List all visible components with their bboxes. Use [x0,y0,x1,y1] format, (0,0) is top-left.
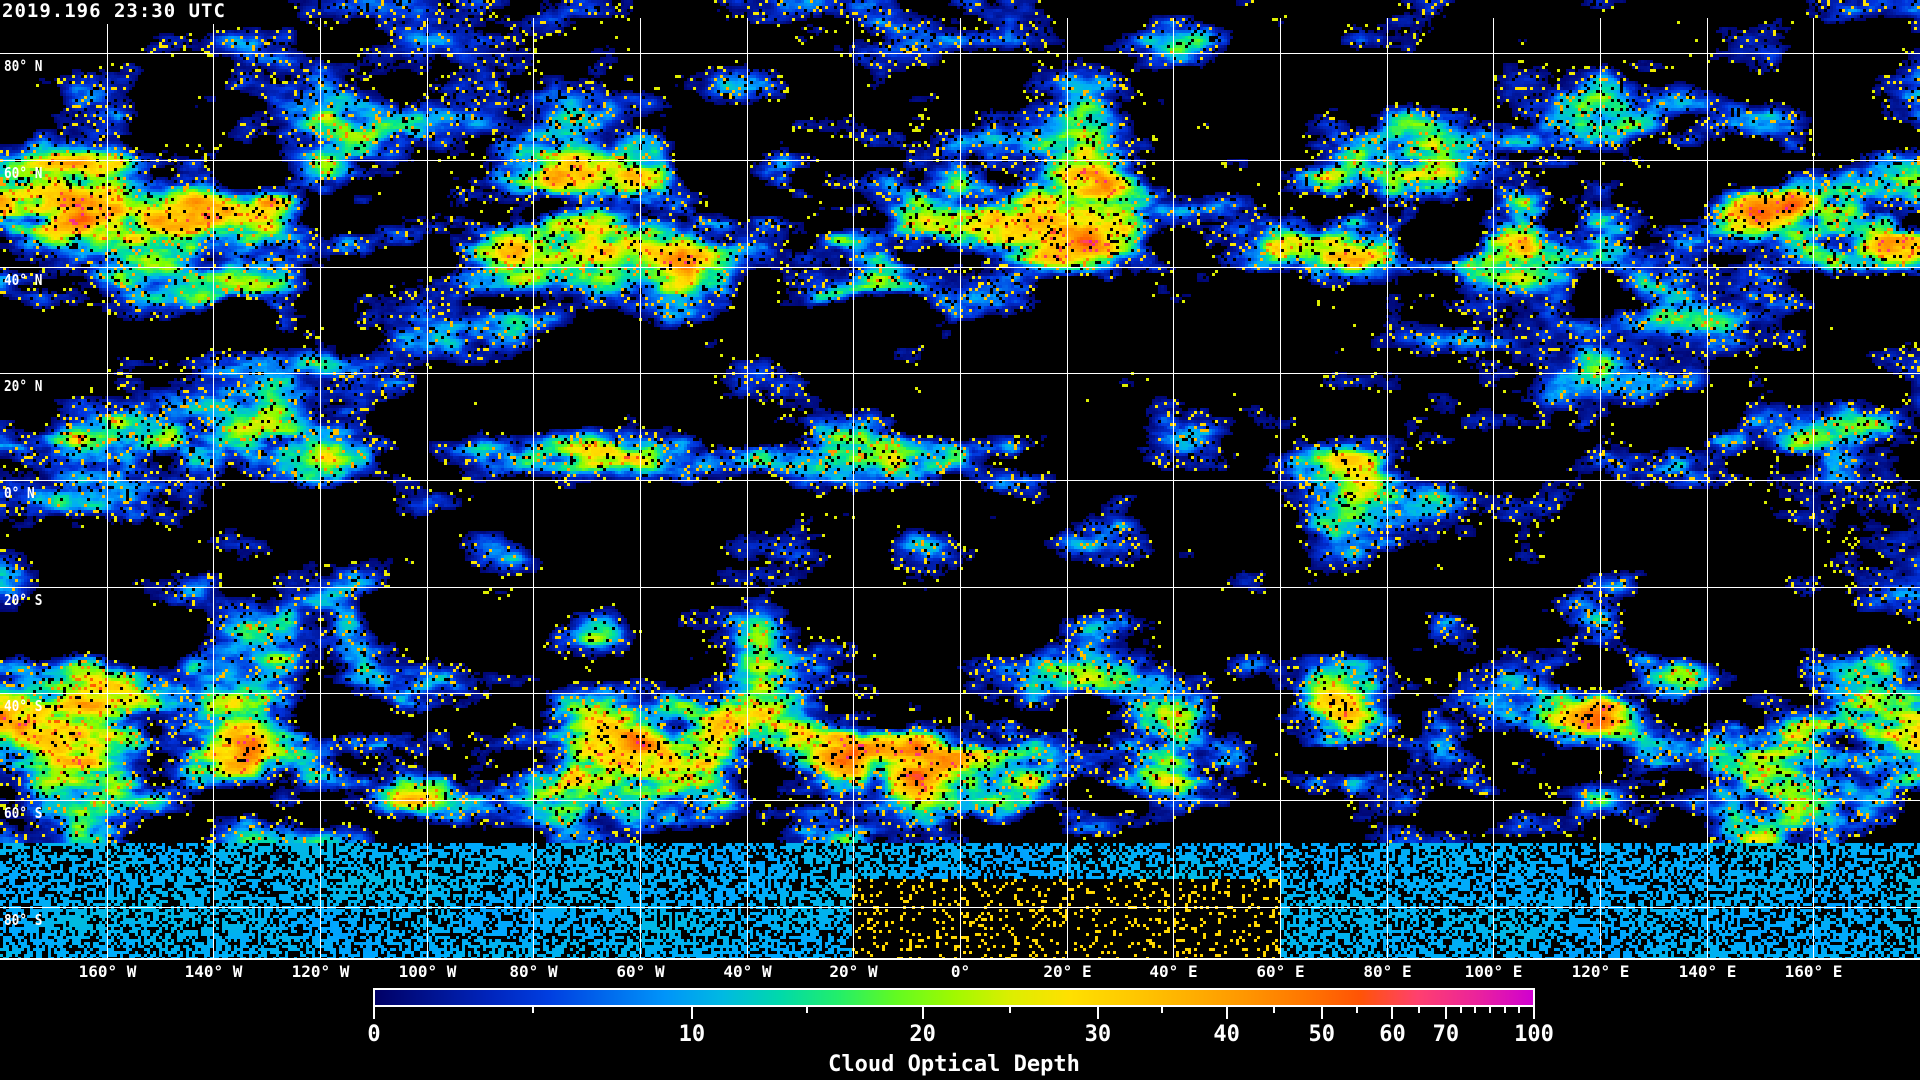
colorbar-minor-tick [1518,1007,1521,1013]
colorbar-major-tick [373,1007,375,1019]
colorbar-tick-label: 50 [1308,1022,1335,1047]
longitude-label: 120° E [1571,962,1630,981]
longitude-label: 100° E [1464,962,1523,981]
colorbar-minor-tick [1474,1007,1477,1013]
colorbar-tick-label: 70 [1432,1022,1460,1047]
colorbar-minor-tick [1503,1007,1506,1013]
colorbar-major-tick [1444,1007,1447,1019]
colorbar-major-tick [690,1007,693,1019]
latitude-label: 80° N [4,56,43,75]
colorbar-major-tick [1225,1007,1228,1019]
longitude-label: 0° [950,962,971,981]
colorbar-minor-tick [806,1007,809,1013]
colorbar-minor-tick [1273,1007,1276,1013]
latitude-label: 40° S [4,696,43,715]
longitude-label: 100° W [398,962,457,981]
colorbar-minor-tick [1161,1007,1164,1013]
colorbar-tick-label: 100 [1514,1022,1554,1047]
colorbar-minor-tick [1009,1007,1012,1013]
colorbar-minor-tick [1488,1007,1491,1013]
longitude-label: 40° W [723,962,772,981]
longitude-label: 40° E [1149,962,1198,981]
colorbar-tick-label: 40 [1213,1022,1240,1047]
longitude-label: 80° W [509,962,558,981]
latitude-label: 0° N [4,483,35,502]
latitude-label: 20° N [4,376,43,395]
latitude-label: 80° S [4,910,43,929]
colorbar [373,988,1535,1007]
longitude-label: 80° E [1363,962,1412,981]
colorbar-minor-tick [1356,1007,1359,1013]
latitude-label: 60° N [4,163,43,182]
colorbar-tick-label: 30 [1084,1022,1112,1047]
colorbar-title: Cloud Optical Depth [828,1052,1080,1077]
colorbar-minor-tick [1418,1007,1421,1013]
colorbar-major-tick [921,1007,924,1019]
colorbar-tick-label: 20 [909,1022,936,1047]
lat-lon-grid [0,18,1920,960]
colorbar-tick-label: 10 [678,1022,706,1047]
longitude-label: 20° E [1043,962,1092,981]
latitude-label: 20° S [4,590,43,609]
colorbar-major-tick [1320,1007,1323,1019]
colorbar-minor-tick [1459,1007,1462,1013]
cloud-optical-depth-map [0,0,1920,960]
longitude-label: 60° E [1256,962,1305,981]
colorbar-major-tick [1096,1007,1099,1019]
longitude-label: 20° W [829,962,878,981]
longitude-label: 60° W [616,962,665,981]
latitude-label: 60° S [4,803,43,822]
map-bottom-border [0,958,1920,960]
timestamp: 2019.196 23:30 UTC [0,0,232,24]
colorbar-minor-tick [531,1007,534,1013]
longitude-label: 120° W [291,962,350,981]
colorbar-major-tick [1391,1007,1394,1019]
colorbar-tick-label: 60 [1379,1022,1406,1047]
longitude-label: 140° W [184,962,243,981]
longitude-label: 160° E [1784,962,1843,981]
latitude-label: 40° N [4,270,43,289]
longitude-label: 160° W [78,962,137,981]
colorbar-tick-label: 0 [367,1022,381,1047]
colorbar-major-tick [1533,1007,1535,1019]
longitude-label: 140° E [1678,962,1737,981]
